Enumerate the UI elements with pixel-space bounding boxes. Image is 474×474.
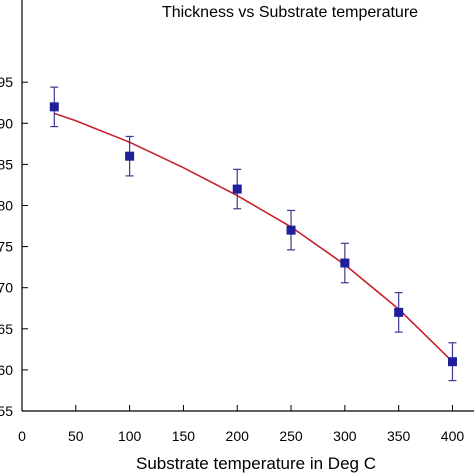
x-tick-label: 350 <box>387 428 411 444</box>
y-tick-label: 60 <box>0 362 13 378</box>
y-tick-label: 90 <box>0 115 13 131</box>
fit-line <box>54 112 454 363</box>
data-point-group <box>232 168 242 210</box>
data-point-group <box>340 242 350 284</box>
data-point-group <box>125 135 135 177</box>
y-tick-label: 55 <box>0 403 13 419</box>
x-axis-ticks: 0 50 100 150 200 250 300 350 400 <box>18 405 464 444</box>
plot-frame <box>21 0 474 412</box>
data-point-group <box>49 86 59 128</box>
x-tick-label: 0 <box>18 428 26 444</box>
y-tick-label: 65 <box>0 321 13 337</box>
x-tick-label: 50 <box>68 428 84 444</box>
data-points-layer <box>49 86 457 382</box>
x-axis-label: Substrate temperature in Deg C <box>136 454 376 473</box>
x-tick-label: 200 <box>226 428 250 444</box>
data-point-group <box>394 292 404 333</box>
x-tick-label: 150 <box>172 428 196 444</box>
x-tick-label: 250 <box>279 428 303 444</box>
data-point-group <box>286 209 296 251</box>
data-point <box>447 357 457 367</box>
y-tick-label: 95 <box>0 74 13 90</box>
data-point <box>49 102 59 112</box>
data-point <box>232 184 242 194</box>
y-tick-label: 75 <box>0 239 13 255</box>
data-point <box>125 151 135 161</box>
y-tick-label: 80 <box>0 198 13 214</box>
x-tick-label: 300 <box>333 428 357 444</box>
x-tick-label: 400 <box>441 428 465 444</box>
data-point <box>340 258 350 268</box>
fit-line-layer <box>54 112 454 363</box>
x-tick-label: 100 <box>118 428 142 444</box>
data-point <box>394 307 404 317</box>
y-tick-label: 70 <box>0 280 13 296</box>
chart-title: Thickness vs Substrate temperature <box>162 4 418 21</box>
data-point-group <box>447 342 457 382</box>
data-point <box>286 225 296 235</box>
y-axis-ticks: 55 60 65 70 75 80 85 90 95 <box>0 74 28 419</box>
y-tick-label: 85 <box>0 156 13 172</box>
